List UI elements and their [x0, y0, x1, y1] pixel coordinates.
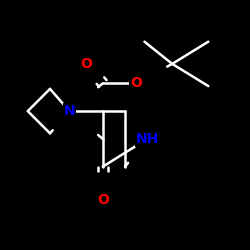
- Text: O: O: [97, 193, 109, 207]
- Text: O: O: [80, 57, 92, 71]
- Text: O: O: [130, 76, 142, 90]
- Text: NH: NH: [136, 132, 159, 146]
- Text: N: N: [64, 104, 75, 118]
